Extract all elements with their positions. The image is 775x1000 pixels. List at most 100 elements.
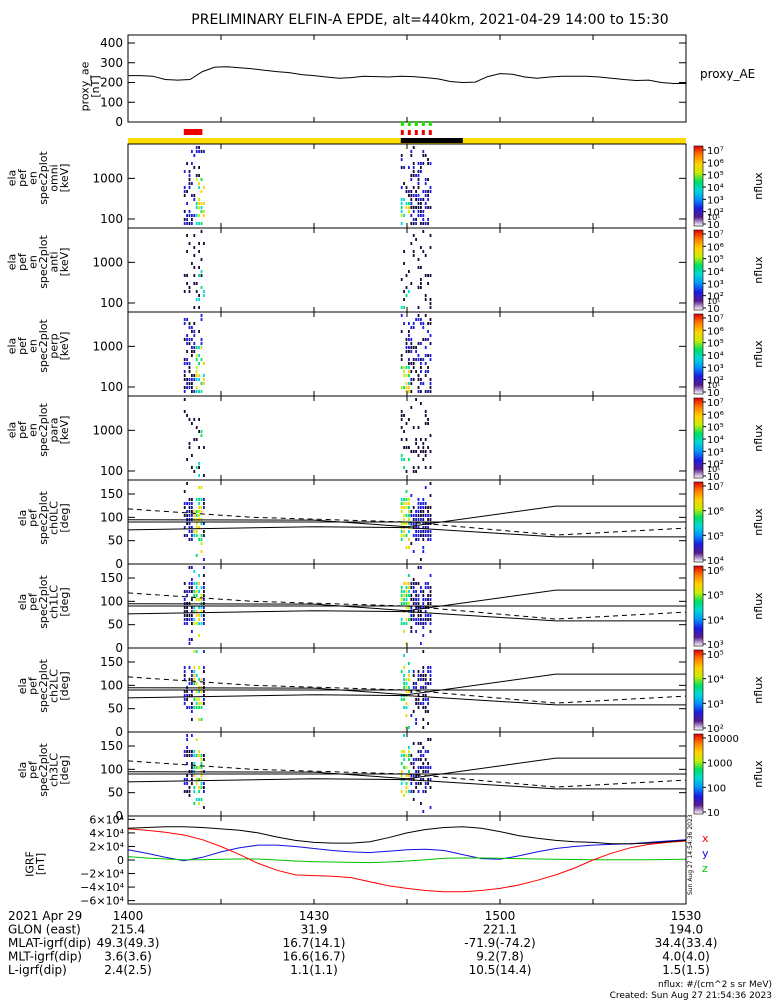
y-tick-label: 400 — [100, 36, 123, 50]
spectrogram-pixel — [420, 382, 422, 385]
spectrogram-pixel — [408, 382, 410, 385]
spectrogram-pixel — [203, 582, 205, 585]
spectrogram-pixel — [429, 738, 432, 741]
colorbar-label: nflux — [752, 340, 765, 368]
loss-cone-line — [127, 778, 686, 790]
spectrogram-pixel — [405, 470, 408, 473]
spectrogram-pixel — [410, 790, 413, 793]
spectrogram-pixel — [415, 346, 417, 349]
spectrogram-pixel — [410, 150, 413, 153]
spectrogram-pixel — [400, 458, 403, 461]
spectrogram-pixel — [195, 690, 198, 693]
spectrogram-pixel — [403, 166, 405, 169]
spectrogram-pixel — [200, 434, 203, 437]
y-tick-label: 1000 — [92, 255, 123, 269]
spectrogram-pixel — [191, 422, 193, 425]
spectrogram-pixel — [198, 678, 200, 681]
spectrogram-pixel — [203, 378, 205, 381]
spectrogram-pixel — [412, 614, 415, 617]
spectrogram-pixel — [408, 726, 410, 729]
spectrogram-pixel — [424, 506, 427, 509]
spectrogram-pixel — [417, 534, 420, 537]
spectrogram-pixel — [203, 618, 205, 621]
spectrogram-pixel — [200, 258, 203, 261]
spectrogram-pixel — [424, 454, 427, 457]
spectrogram-pixel — [405, 790, 408, 793]
spectrogram-pixel — [410, 522, 413, 525]
spectrogram-pixel — [424, 466, 427, 469]
spectrogram-pixel — [183, 790, 186, 793]
spectrogram-pixel — [427, 514, 429, 517]
spectrogram-pixel — [408, 582, 410, 585]
spectrogram-pixel — [195, 522, 198, 525]
spectrogram-pixel — [415, 722, 417, 725]
colorbar-label: nflux — [752, 172, 765, 200]
science-dash-red — [421, 130, 425, 135]
spectrogram-pixel — [186, 162, 188, 165]
spectrogram-pixel — [195, 174, 198, 177]
spectrogram-pixel — [195, 178, 198, 181]
spectrogram-pixel — [429, 302, 432, 305]
spectrogram-pixel — [429, 186, 432, 189]
spectrogram-pixel — [400, 186, 403, 189]
spectrogram-panel-perp: 1001000elapefenspec2plotperp[keV]1010²10… — [6, 311, 765, 399]
spectrogram-pixel — [408, 446, 410, 449]
spectrogram-pixel — [417, 702, 420, 705]
spectrogram-pixel — [198, 430, 200, 433]
spectrogram-pixel — [403, 750, 405, 753]
y-axis-label-line: [deg] — [58, 503, 71, 532]
spectrogram-pixel — [408, 746, 410, 749]
spectrogram-pixel — [427, 390, 429, 393]
spectrogram-pixel — [188, 222, 191, 225]
spectrogram-pixel — [412, 550, 415, 553]
spectrogram-pixel — [422, 358, 425, 361]
spectrogram-pixel — [191, 534, 193, 537]
colorbar-tick-label: 10 — [707, 220, 720, 231]
spectrogram-pixel — [412, 466, 415, 469]
colorbar-tick-label: 10 — [707, 808, 720, 819]
spectrogram-pixel — [188, 366, 191, 369]
spectrogram-pixel — [183, 322, 186, 325]
spectrogram-pixel — [195, 706, 198, 709]
spectrogram-pixel — [412, 518, 415, 521]
igrf-line-x — [127, 839, 687, 862]
spectrogram-pixel — [429, 682, 432, 685]
spectrogram-pixel — [188, 210, 191, 213]
spectrogram-pixel — [424, 314, 427, 317]
spectrogram-pixel — [410, 242, 413, 245]
spectrogram-pixel — [400, 154, 403, 157]
spectrogram-pixel — [198, 498, 200, 501]
colorbar-tick-label: 10000 — [707, 734, 739, 745]
igrf-line-y — [127, 856, 687, 864]
spectrogram-pixel — [405, 374, 408, 377]
spectrogram-pixel — [415, 682, 417, 685]
spectrogram-pixel — [417, 706, 420, 709]
spectrogram-pixel — [412, 362, 415, 365]
spectrogram-pixel — [198, 446, 200, 449]
spectrogram-pixel — [200, 430, 203, 433]
spectrogram-pixel — [400, 278, 403, 281]
colorbar-tick-label: 10⁶ — [707, 242, 724, 253]
spectrogram-pixel — [403, 498, 405, 501]
spectrogram-pixel — [415, 218, 417, 221]
y-tick-label: 0 — [115, 809, 123, 823]
spectrogram-pixel — [405, 190, 408, 193]
spectrogram-pixel — [188, 182, 191, 185]
spectrogram-pixel — [422, 778, 425, 781]
colorbar-extra-tick: 10¹ — [707, 213, 720, 222]
spectrogram-pixel — [415, 630, 417, 633]
colorbar — [693, 733, 704, 815]
spectrogram-pixel — [183, 590, 186, 593]
colorbar — [693, 229, 704, 311]
spectrogram-pixel — [403, 214, 405, 217]
spectrogram-pixel — [193, 754, 196, 757]
spectrogram-pixel — [405, 622, 408, 625]
spectrogram-pixel — [417, 214, 420, 217]
spectrogram-pixel — [183, 694, 186, 697]
spectrogram-pixel — [405, 598, 408, 601]
spectrogram-pixel — [412, 162, 415, 165]
spectrogram-pixel — [203, 498, 205, 501]
colorbar — [693, 565, 704, 647]
spectrogram-pixel — [198, 506, 200, 509]
